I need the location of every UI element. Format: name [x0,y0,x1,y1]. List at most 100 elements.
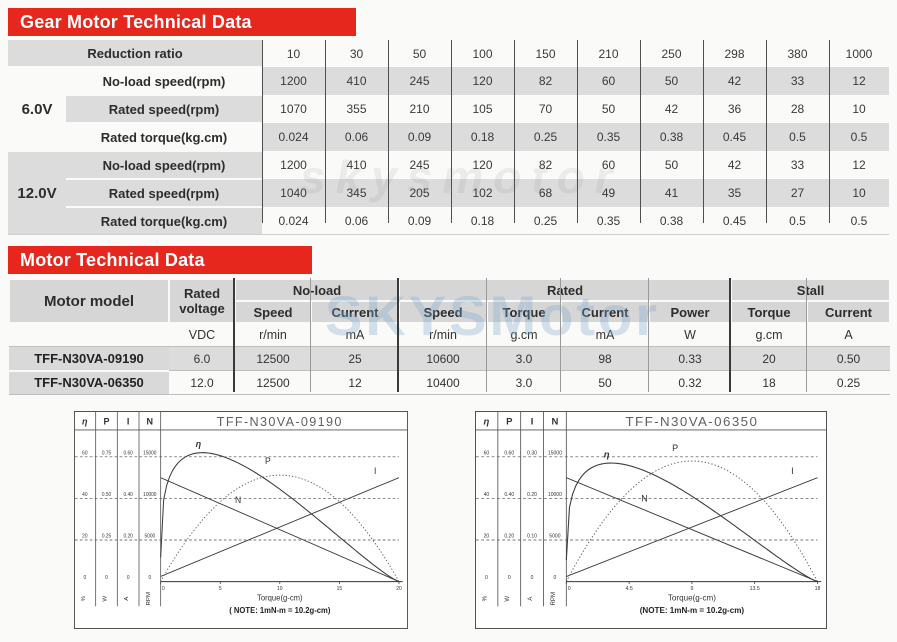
gear-value-cell: 68 [514,179,577,207]
reduction-ratio-value: 100 [472,46,493,61]
motor-subheader-row: Speed Current Speed Torque Current Power Torqu… [9,300,892,324]
gear-value-cell: 345 [325,179,388,207]
gear-value-cell: 0.25 [514,123,577,151]
x-tick-label: 0 [162,586,165,592]
axis-symbol: N [147,416,154,426]
gear-value-cell: 42 [664,102,679,116]
gear-value-cell: 0.18 [470,213,495,228]
power-curve [160,474,400,582]
gear-value-cell: 0.024 [278,213,309,228]
axis-tick-label: 40 [484,492,490,498]
power-curve [565,460,818,582]
gear-value-cell: 0.5 [766,123,829,151]
gear-value-cell: 10 [852,102,866,116]
gear-row-label: Rated torque(kg.cm) [66,123,262,152]
axis-tick-label: 0.20 [124,534,134,540]
axis-tick-label: 0.10 [527,534,537,540]
gear-value-cell: 35 [703,179,766,207]
axis-unit-label: % [481,595,488,601]
motor-model-name: TFF-N30VA-09190 [9,346,169,372]
motor-column-header: Current [309,300,401,324]
axis-symbol: N [551,416,558,427]
axis-unit-label: W [103,595,109,601]
axis-symbol: I [531,416,534,427]
gear-value-cell: 410 [325,67,388,95]
gear-value-cell: 82 [538,158,553,172]
gear-value-cell: 120 [451,67,514,95]
gear-value-cell: 102 [451,179,514,207]
axis-unit-label: A [527,596,534,601]
gear-value-cell: 60 [577,67,640,95]
gear-data-row: Rated torque(kg.cm) 0.024 0.06 0.09 0.18 0.25… [8,123,889,152]
gear-value-cell: 12 [852,158,866,172]
motor-value-cell: 12500 [235,370,311,395]
gear-data-row: Rated torque(kg.cm) 0.024 0.06 0.09 0.18 0.25… [8,207,889,235]
motor-column-header: Speed [398,300,489,324]
axis-symbol: I [127,416,130,426]
reduction-ratio-value: 50 [412,46,427,61]
gear-value-cell: 120 [472,158,493,172]
reduction-ratio-value: 380 [787,46,808,61]
rated-voltage-header: Rated voltage [168,278,236,324]
chart-background [475,411,827,629]
axis-unit-label: W [504,596,511,602]
gear-value-cell: 50 [640,67,703,95]
x-tick-label: 13.5 [750,586,760,592]
gear-value-cell: 0.5 [850,213,868,228]
motor-value-cell: 12500 [235,346,311,371]
motor-column-header: Current [560,300,651,324]
gear-value-cell: 41 [640,179,703,207]
axis-tick-label: 60 [484,450,490,456]
gear-value-cell: 1200 [262,67,325,95]
motor-model-header: Motor model [8,278,170,324]
motor-column-header: Current [806,300,892,324]
gear-value-cell: 50 [601,102,616,116]
motor-value-cell: 20 [731,346,808,371]
x-tick-label: 10 [277,586,283,592]
x-tick-label: 9 [690,586,693,592]
axis-zero-label: 0 [127,575,130,581]
gear-value-cell: 0.09 [388,123,451,151]
chart-background [74,411,408,629]
gear-row-label: Rated speed(rpm) [66,179,262,208]
curve-label-eta: η [604,449,610,460]
x-tick-label: 5 [219,586,222,592]
gear-value-cell: 410 [346,158,367,172]
axis-zero-label: 0 [148,575,151,581]
gear-value-cell: 42 [727,158,742,172]
gear-data-row: Rated speed(rpm) 1070 355 210 105 70 50 42 36 28 1… [8,95,889,124]
motor-data-row: TFF-N30VA-09190 6.0 12500 25 10600 3.0 98 0.33 2… [9,346,891,372]
reduction-ratio-header: Reduction ratio [8,40,262,68]
performance-chart-06350: η 60 40 20 0% P 0.60 0.40 0.20 0 W I 0.30 0.20 0.10 0 A N… [475,411,827,629]
performance-chart-09190: η 60 40 20 0% P 0.75 0.50 0.25 0 W I 0.60 0.40 0.20 0 A N… [74,411,408,629]
motor-value-cell: 98 [561,346,650,371]
axis-tick-label: 15000 [143,450,157,456]
motor-value-cell: 10600 [399,346,488,371]
current-curve [566,477,818,578]
motor-value-cell: 3.0 [487,370,562,395]
gear-value-cell: 33 [766,67,829,95]
x-tick-label: 0 [568,586,571,592]
gear-value-cell: 28 [790,102,805,116]
gear-section-title: Gear Motor Technical Data [8,8,356,36]
chart-border [475,411,827,629]
performance-chart-06350-svg: η 60 40 20 0% P 0.60 0.40 0.20 0 W I 0.30 0.20 0.10 0 A N… [475,411,827,629]
axis-tick-label: 0.60 [504,450,514,456]
motor-value-cell: 0.32 [649,370,732,395]
axis-zero-label: 0 [508,575,511,581]
motor-data-row: TFF-N30VA-06350 12.0 12500 12 10400 3.0 50 0.32… [9,370,891,395]
unit-cell: mA [345,328,365,342]
voltage-label: 12.0V [8,151,66,235]
motor-column-header: Power [648,300,733,324]
motor-column-header: Speed [234,300,312,324]
axis-tick-label: 60 [82,450,88,456]
gear-value-cell: 0.18 [451,123,514,151]
chart-note: ( NOTE: 1mN-m = 10.2g-cm) [229,606,331,615]
gear-value-cell: 70 [538,102,553,116]
motor-value-cell: 18 [731,370,808,395]
curve-label-P: P [265,456,271,466]
gear-value-cell: 355 [346,102,367,116]
gear-value-cell: 0.25 [533,213,558,228]
axis-zero-label: 0 [485,575,488,581]
